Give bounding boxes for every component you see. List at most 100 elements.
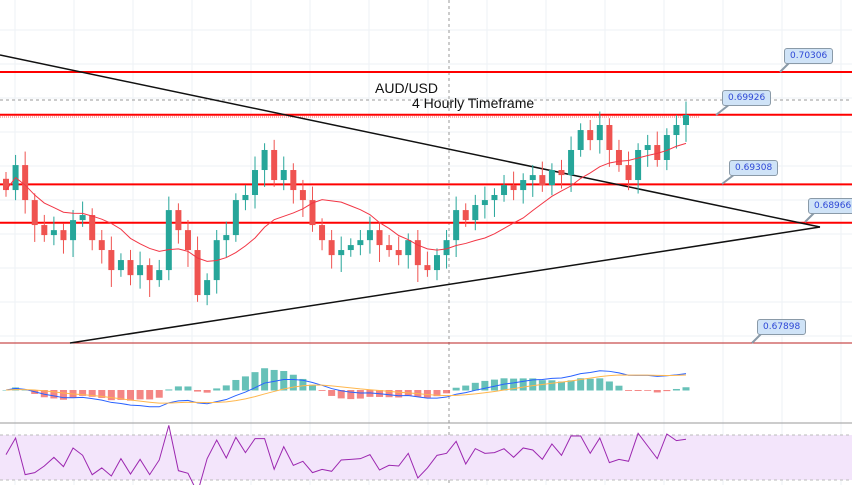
trendline-lower — [69, 226, 821, 344]
candle-body — [22, 165, 29, 201]
candle-body — [79, 215, 86, 221]
macd-histogram-bar — [481, 380, 489, 391]
candle-body — [290, 170, 297, 191]
macd-histogram-bar — [40, 390, 48, 398]
level-label: 0.67898 — [757, 319, 807, 335]
candle-body — [98, 240, 105, 251]
macd-histogram-bar — [241, 376, 249, 391]
candle-body — [376, 230, 383, 246]
macd-histogram-bar — [529, 378, 537, 391]
rsi-band — [0, 435, 852, 480]
macd-histogram-bar — [663, 390, 671, 392]
macd-histogram-bar — [443, 390, 451, 394]
candle-body — [433, 255, 440, 271]
macd-histogram-bar — [337, 390, 345, 399]
candle-body — [60, 230, 67, 241]
candle-body — [606, 125, 613, 150]
macd-histogram-bar — [299, 378, 307, 391]
candle-body — [472, 205, 479, 221]
macd-histogram-bar — [280, 371, 288, 391]
candle-body — [156, 270, 163, 281]
candle-body — [366, 230, 373, 241]
candle-body — [204, 280, 211, 296]
level-label: 0.69926 — [722, 90, 772, 106]
candle-body — [31, 200, 38, 226]
macd-line — [5, 370, 687, 408]
macd-histogram-bar — [452, 387, 460, 391]
candle-body — [386, 245, 393, 251]
candle-body — [453, 210, 460, 241]
candle-body — [3, 178, 9, 191]
candle-body — [510, 185, 517, 191]
macd-histogram-bar — [165, 389, 173, 391]
candle-body — [644, 145, 651, 150]
macd-histogram-bar — [615, 385, 623, 391]
candle-body — [319, 225, 326, 241]
candle-body — [328, 240, 335, 256]
candle-body — [663, 135, 670, 161]
candle-body — [223, 235, 230, 241]
macd-histogram-bar — [395, 390, 403, 398]
signal-line — [5, 374, 687, 404]
macd-histogram-bar — [184, 386, 192, 391]
macd-histogram-bar — [59, 390, 67, 400]
candle-body — [654, 145, 661, 161]
candle-body — [338, 250, 345, 256]
macd-histogram-bar — [318, 390, 326, 391]
macd-histogram-bar — [174, 386, 182, 391]
candle-body — [683, 114, 689, 126]
macd-histogram-bar — [289, 374, 297, 391]
macd-histogram-bar — [672, 388, 680, 391]
macd-histogram-bar — [605, 381, 613, 391]
candle-body — [309, 200, 316, 226]
candle-body — [596, 125, 603, 141]
candle-body — [117, 260, 124, 271]
macd-histogram-bar — [79, 390, 87, 396]
macd-histogram-bar — [471, 382, 479, 391]
macd-histogram-bar — [261, 368, 269, 391]
candle-body — [70, 220, 77, 241]
macd-histogram-bar — [644, 390, 652, 391]
macd-histogram-bar — [2, 390, 10, 391]
candle-body — [462, 210, 469, 221]
macd-histogram-bar — [634, 390, 642, 391]
candle-body — [146, 265, 153, 281]
macd-histogram-bar — [548, 380, 556, 391]
macd-histogram-bar — [50, 390, 58, 399]
candle-body — [41, 225, 48, 236]
candle-body — [108, 250, 115, 271]
macd-histogram-bar — [682, 387, 690, 391]
macd-histogram-bar — [194, 390, 202, 392]
macd-histogram-bar — [385, 390, 393, 398]
macd-histogram-bar — [519, 378, 527, 391]
candle-body — [395, 250, 402, 256]
candle-body — [165, 210, 172, 271]
macd-histogram-bar — [222, 385, 230, 391]
macd-histogram-bar — [586, 378, 594, 391]
candle-body — [539, 175, 546, 186]
candle-body — [271, 149, 278, 181]
macd-histogram-bar — [433, 390, 441, 397]
macd-histogram-bar — [127, 390, 135, 401]
chart-subtitle: 4 Hourly Timeframe — [412, 95, 535, 111]
candle-body — [587, 130, 594, 141]
candle-body — [50, 230, 57, 236]
candle-body — [280, 170, 287, 181]
macd-histogram-bar — [88, 390, 96, 397]
macd-histogram-bar — [596, 378, 604, 391]
candle-body — [194, 250, 201, 296]
candle-body — [481, 200, 488, 206]
candle-body — [577, 130, 584, 150]
candle-body — [357, 240, 364, 246]
candle-body — [405, 240, 412, 256]
macd-histogram-bar — [203, 390, 211, 393]
moving-average-line — [5, 142, 687, 262]
candle-body — [558, 170, 565, 176]
candle-body — [232, 200, 239, 236]
candle-body — [568, 149, 575, 176]
macd-histogram-bar — [328, 390, 336, 396]
macd-histogram-bar — [117, 390, 125, 400]
candle-body — [529, 175, 536, 181]
